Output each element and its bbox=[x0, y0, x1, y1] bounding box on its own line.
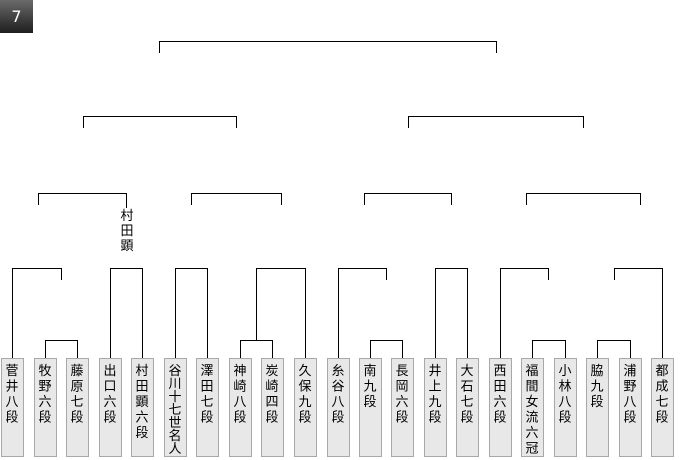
player-box bbox=[229, 358, 252, 457]
player-name: 炭崎四段 bbox=[265, 364, 278, 426]
player-box bbox=[66, 358, 89, 457]
bracket-line bbox=[159, 41, 497, 53]
player-box bbox=[651, 358, 674, 457]
bracket-line bbox=[110, 268, 143, 358]
player-slot: 炭崎四段 bbox=[261, 358, 284, 457]
player-box bbox=[34, 358, 57, 457]
player-box bbox=[521, 358, 544, 457]
player-slot: 藤原七段 bbox=[66, 358, 89, 457]
bracket-line bbox=[435, 268, 468, 358]
player-box bbox=[327, 358, 350, 457]
player-name: 脇九段 bbox=[590, 364, 603, 410]
bracket-line bbox=[38, 193, 127, 208]
player-slot: 糸谷八段 bbox=[327, 358, 350, 457]
player-name: 都成七段 bbox=[655, 364, 668, 426]
player-name: 村田顕六段 bbox=[135, 364, 148, 441]
player-name: 福間女流六冠 bbox=[525, 364, 538, 457]
player-name: 谷川十七世名人 bbox=[168, 364, 181, 457]
bracket-line bbox=[500, 268, 549, 358]
player-slot: 南九段 bbox=[359, 358, 382, 457]
player-name: 南九段 bbox=[363, 363, 376, 410]
player-slot: 牧野六段 bbox=[34, 358, 57, 457]
player-slot: 都成七段 bbox=[651, 358, 674, 457]
player-name: 神崎八段 bbox=[233, 364, 246, 426]
player-name: 牧野六段 bbox=[38, 364, 51, 426]
player-slot: 出口六段 bbox=[99, 358, 122, 457]
player-slot: 神崎八段 bbox=[229, 358, 252, 457]
player-box bbox=[586, 358, 609, 457]
player-box bbox=[1, 358, 24, 457]
bracket-lines bbox=[12, 41, 663, 358]
player-box bbox=[424, 358, 447, 457]
bracket-line bbox=[83, 116, 237, 128]
bracket-line bbox=[175, 268, 208, 358]
player-name: 井上九段 bbox=[428, 364, 441, 426]
bracket-line bbox=[45, 340, 78, 358]
player-name: 浦野八段 bbox=[623, 364, 636, 426]
player-slot: 井上九段 bbox=[424, 358, 447, 457]
player-box bbox=[294, 358, 317, 457]
player-box bbox=[456, 358, 479, 457]
player-name: 久保九段 bbox=[298, 364, 311, 426]
player-name: 出口六段 bbox=[103, 364, 116, 426]
advancing-player-name: 村田顕 bbox=[120, 209, 133, 254]
bracket-line bbox=[191, 193, 282, 205]
player-name: 長岡六段 bbox=[395, 364, 408, 426]
player-slot: 小林八段 bbox=[554, 358, 577, 457]
player-box bbox=[131, 358, 154, 457]
player-name: 藤原七段 bbox=[70, 364, 83, 426]
player-name: 小林八段 bbox=[558, 364, 571, 426]
player-name: 澤田七段 bbox=[200, 364, 213, 426]
player-slot: 谷川十七世名人 bbox=[164, 358, 187, 457]
player-name: 西田六段 bbox=[493, 364, 506, 426]
bracket-line bbox=[370, 340, 403, 358]
player-slot: 菅井八段 bbox=[1, 358, 24, 457]
player-slots: 菅井八段 牧野六段 藤原七段 出口六段 村田顕六段 谷川十七世名人 澤田七段 神崎八段 炭崎四段… bbox=[1, 358, 674, 457]
bracket-line bbox=[532, 340, 566, 358]
bracket-line bbox=[408, 116, 584, 128]
bracket-line bbox=[364, 193, 452, 205]
player-slot: 久保九段 bbox=[294, 358, 317, 457]
player-slot: 浦野八段 bbox=[619, 358, 642, 457]
player-box bbox=[164, 358, 187, 457]
tournament-number-badge: 7 bbox=[0, 0, 33, 33]
player-slot: 大石七段 bbox=[456, 358, 479, 457]
advancing-player-note: 村田顕 bbox=[120, 209, 133, 254]
player-box bbox=[391, 358, 414, 457]
bracket-line bbox=[597, 340, 631, 358]
player-box bbox=[359, 358, 382, 457]
player-name: 大石七段 bbox=[460, 364, 473, 426]
player-box bbox=[489, 358, 512, 457]
player-box bbox=[554, 358, 577, 457]
bracket-line bbox=[614, 268, 663, 358]
bracket-line bbox=[12, 268, 62, 358]
player-box bbox=[196, 358, 219, 457]
bracket-line bbox=[526, 193, 641, 205]
bracket-line bbox=[338, 268, 387, 358]
player-box bbox=[261, 358, 284, 457]
player-slot: 福間女流六冠 bbox=[521, 358, 544, 457]
player-slot: 長岡六段 bbox=[391, 358, 414, 457]
player-box bbox=[99, 358, 122, 457]
player-slot: 脇九段 bbox=[586, 358, 609, 457]
bracket-line bbox=[240, 340, 273, 358]
bracket-line bbox=[256, 268, 306, 358]
player-box bbox=[619, 358, 642, 457]
player-slot: 村田顕六段 bbox=[131, 358, 154, 457]
player-slot: 澤田七段 bbox=[196, 358, 219, 457]
player-name: 糸谷八段 bbox=[331, 364, 344, 426]
player-name: 菅井八段 bbox=[5, 364, 18, 426]
player-slot: 西田六段 bbox=[489, 358, 512, 457]
